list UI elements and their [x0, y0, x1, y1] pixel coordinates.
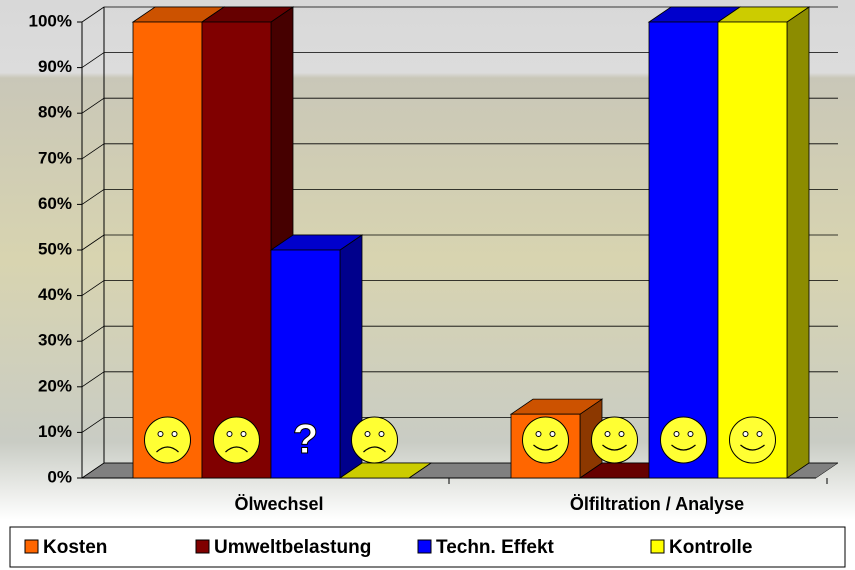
smiley-eye [227, 432, 232, 437]
smiley-eye [688, 432, 693, 437]
legend-label: Umweltbelastung [214, 537, 371, 558]
y-tick-label: 50% [38, 239, 72, 258]
legend-swatch [651, 540, 664, 553]
smiley-eye [172, 432, 177, 437]
smiley-eye [757, 432, 762, 437]
smiley-eye [550, 432, 555, 437]
smiley [523, 417, 569, 463]
bar [649, 22, 718, 478]
y-tick-label: 40% [38, 285, 72, 304]
smiley-eye [743, 432, 748, 437]
smiley-eye [241, 432, 246, 437]
y-tick-label: 10% [38, 422, 72, 441]
smiley [730, 417, 776, 463]
legend-label: Kontrolle [669, 537, 752, 558]
bar [718, 22, 787, 478]
y-tick-label: 20% [38, 376, 72, 395]
smiley-eye [365, 432, 370, 437]
chart: 0% 10% 20% 30% 40% 50% 60% 70% 80% 90% 100% Ölwechs… [0, 0, 855, 570]
smiley-eye [605, 432, 610, 437]
smiley [352, 417, 398, 463]
y-tick-label: 30% [38, 331, 72, 350]
smiley-eye [536, 432, 541, 437]
annotation: ? [293, 415, 319, 462]
legend-swatch [25, 540, 38, 553]
smiley [661, 417, 707, 463]
legend-swatch [196, 540, 209, 553]
smiley-eye [379, 432, 384, 437]
y-tick-label: 70% [38, 148, 72, 167]
y-tick-label: 90% [38, 57, 72, 76]
legend-label: Kosten [43, 537, 107, 558]
smiley [214, 417, 260, 463]
bar-side [787, 7, 809, 478]
bar [133, 22, 202, 478]
smiley-eye [619, 432, 624, 437]
smiley-eye [158, 432, 163, 437]
y-tick-label: 0% [47, 467, 72, 486]
bar [202, 22, 271, 478]
x-tick-label: Ölwechsel [234, 494, 323, 514]
y-tick-label: 60% [38, 194, 72, 213]
x-tick-label: Ölfiltration / Analyse [570, 494, 744, 514]
legend-label: Techn. Effekt [436, 537, 555, 558]
smiley [145, 417, 191, 463]
y-tick-label: 100% [29, 11, 72, 30]
smiley-eye [674, 432, 679, 437]
y-tick-label: 80% [38, 103, 72, 122]
legend-swatch [418, 540, 431, 553]
smiley [592, 417, 638, 463]
